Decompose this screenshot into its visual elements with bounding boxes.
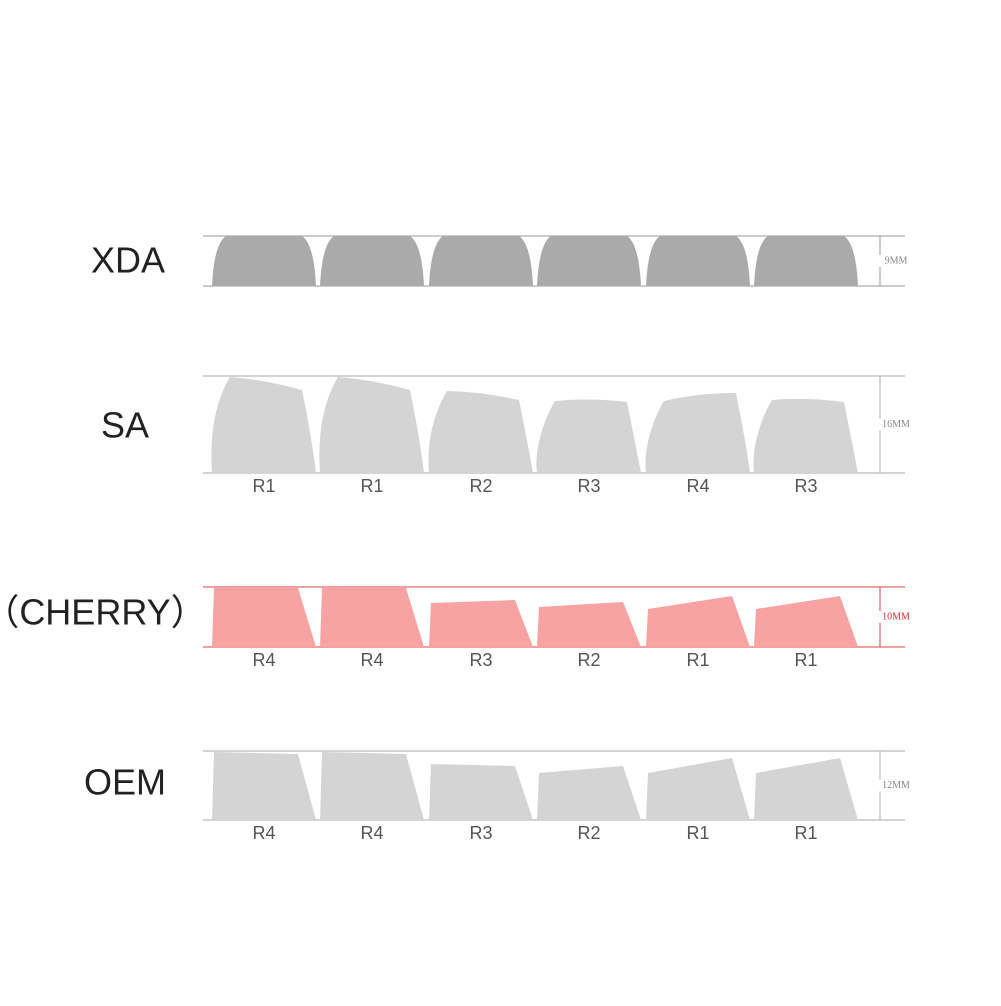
keycap bbox=[537, 236, 641, 286]
row-label: R3 bbox=[577, 476, 600, 496]
row-label: R1 bbox=[686, 823, 709, 843]
row-label: R1 bbox=[794, 650, 817, 670]
height-label: 10MM bbox=[882, 611, 910, 622]
keycap bbox=[754, 596, 858, 647]
row-label: R3 bbox=[469, 823, 492, 843]
row-label: R4 bbox=[686, 476, 709, 496]
keycap bbox=[320, 588, 424, 647]
keycap bbox=[754, 758, 858, 820]
profile-name: OEM bbox=[84, 762, 166, 803]
profile-name: （CHERRY） bbox=[0, 592, 207, 633]
keycap bbox=[646, 236, 750, 286]
row-label: R3 bbox=[469, 650, 492, 670]
row-label: R4 bbox=[252, 823, 275, 843]
keycap bbox=[753, 398, 858, 473]
keycap bbox=[429, 764, 533, 820]
keycap bbox=[319, 377, 424, 473]
row-label: R4 bbox=[252, 650, 275, 670]
dimension-bg bbox=[878, 779, 914, 792]
keycap bbox=[429, 600, 533, 647]
profile-name: XDA bbox=[91, 240, 165, 281]
row-label: R3 bbox=[794, 476, 817, 496]
dimension-bg bbox=[878, 255, 914, 267]
keycap bbox=[212, 752, 316, 820]
keycap bbox=[320, 236, 424, 286]
keycap bbox=[428, 391, 533, 473]
keycap bbox=[537, 766, 641, 820]
row-label: R2 bbox=[577, 650, 600, 670]
row-label: R4 bbox=[360, 823, 383, 843]
row-label: R4 bbox=[360, 650, 383, 670]
keycap bbox=[645, 393, 750, 473]
keycap bbox=[754, 236, 858, 286]
keycap bbox=[320, 752, 424, 820]
dimension-bg bbox=[878, 611, 914, 623]
height-label: 12MM bbox=[882, 780, 910, 791]
row-label: R1 bbox=[252, 476, 275, 496]
row-label: R1 bbox=[360, 476, 383, 496]
row-label: R1 bbox=[686, 650, 709, 670]
keycap bbox=[211, 377, 316, 473]
profile-name: SA bbox=[101, 405, 149, 446]
row-label: R1 bbox=[794, 823, 817, 843]
keycap bbox=[536, 399, 641, 473]
height-label: 9MM bbox=[885, 255, 908, 266]
keycap bbox=[646, 758, 750, 820]
keycap bbox=[212, 236, 316, 286]
row-label: R2 bbox=[577, 823, 600, 843]
dimension-bg bbox=[878, 418, 914, 431]
row-label: R2 bbox=[469, 476, 492, 496]
height-label: 16MM bbox=[882, 419, 910, 430]
keycap bbox=[212, 588, 316, 647]
keycap bbox=[429, 236, 533, 286]
keycap bbox=[646, 596, 750, 647]
keycap bbox=[537, 602, 641, 647]
